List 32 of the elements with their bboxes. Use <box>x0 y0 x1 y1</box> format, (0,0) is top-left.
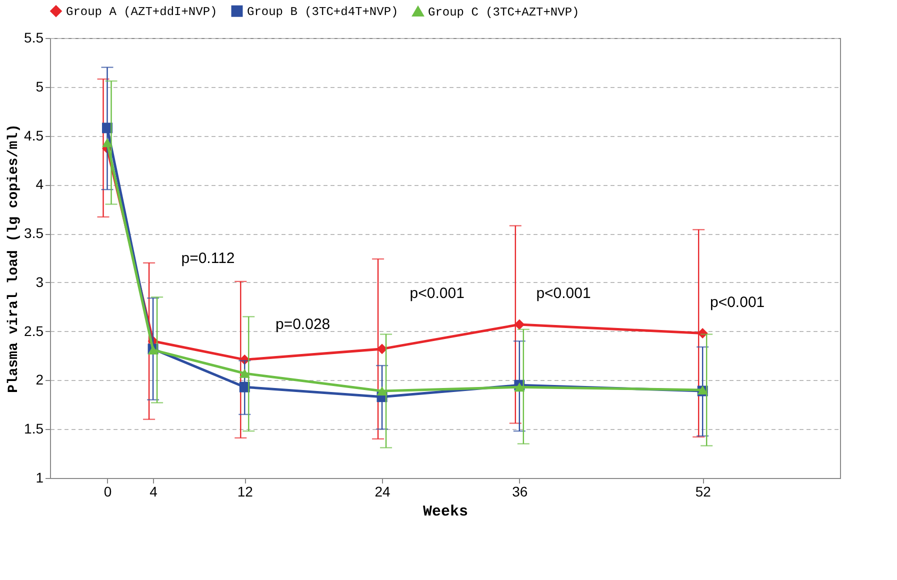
annotation: p<0.001 <box>410 285 464 302</box>
y-tick-label: 4 <box>36 176 44 192</box>
legend-label: Group C (3TC+AZT+NVP) <box>428 5 580 20</box>
x-tick-label: 24 <box>374 484 391 500</box>
x-axis-title: Weeks <box>422 504 468 520</box>
y-tick-label: 4.5 <box>24 127 44 144</box>
y-tick-label: 3.5 <box>24 225 44 242</box>
x-tick-label: 36 <box>512 484 528 500</box>
annotation: p<0.001 <box>710 294 765 311</box>
annotation: p<0.001 <box>536 285 591 302</box>
y-tick-label: 3 <box>36 274 44 290</box>
x-tick-label: 12 <box>237 484 254 500</box>
y-tick-label: 5.5 <box>24 30 44 46</box>
point <box>239 382 250 392</box>
annotation: p=0.028 <box>275 316 330 333</box>
y-tick-label: 2 <box>36 372 44 388</box>
point <box>514 382 525 392</box>
legend-label: Group B (3TC+d4T+NVP) <box>247 5 398 20</box>
y-axis-title: Plasma viral load (lg copies/ml) <box>6 124 22 393</box>
x-tick-label: 4 <box>150 484 158 500</box>
y-tick-label: 2.5 <box>24 322 44 339</box>
x-tick-label: 52 <box>695 484 712 500</box>
y-tick-label: 1 <box>36 470 44 486</box>
point <box>376 386 388 396</box>
annotation: p=0.112 <box>181 250 235 267</box>
point <box>239 368 250 378</box>
legend-label: Group A (AZT+ddI+NVP) <box>66 5 218 20</box>
y-tick-label: 5 <box>36 78 44 94</box>
point <box>514 319 525 330</box>
y-tick-label: 1.5 <box>24 420 44 437</box>
point <box>102 138 112 148</box>
x-tick-label: 0 <box>104 484 112 500</box>
